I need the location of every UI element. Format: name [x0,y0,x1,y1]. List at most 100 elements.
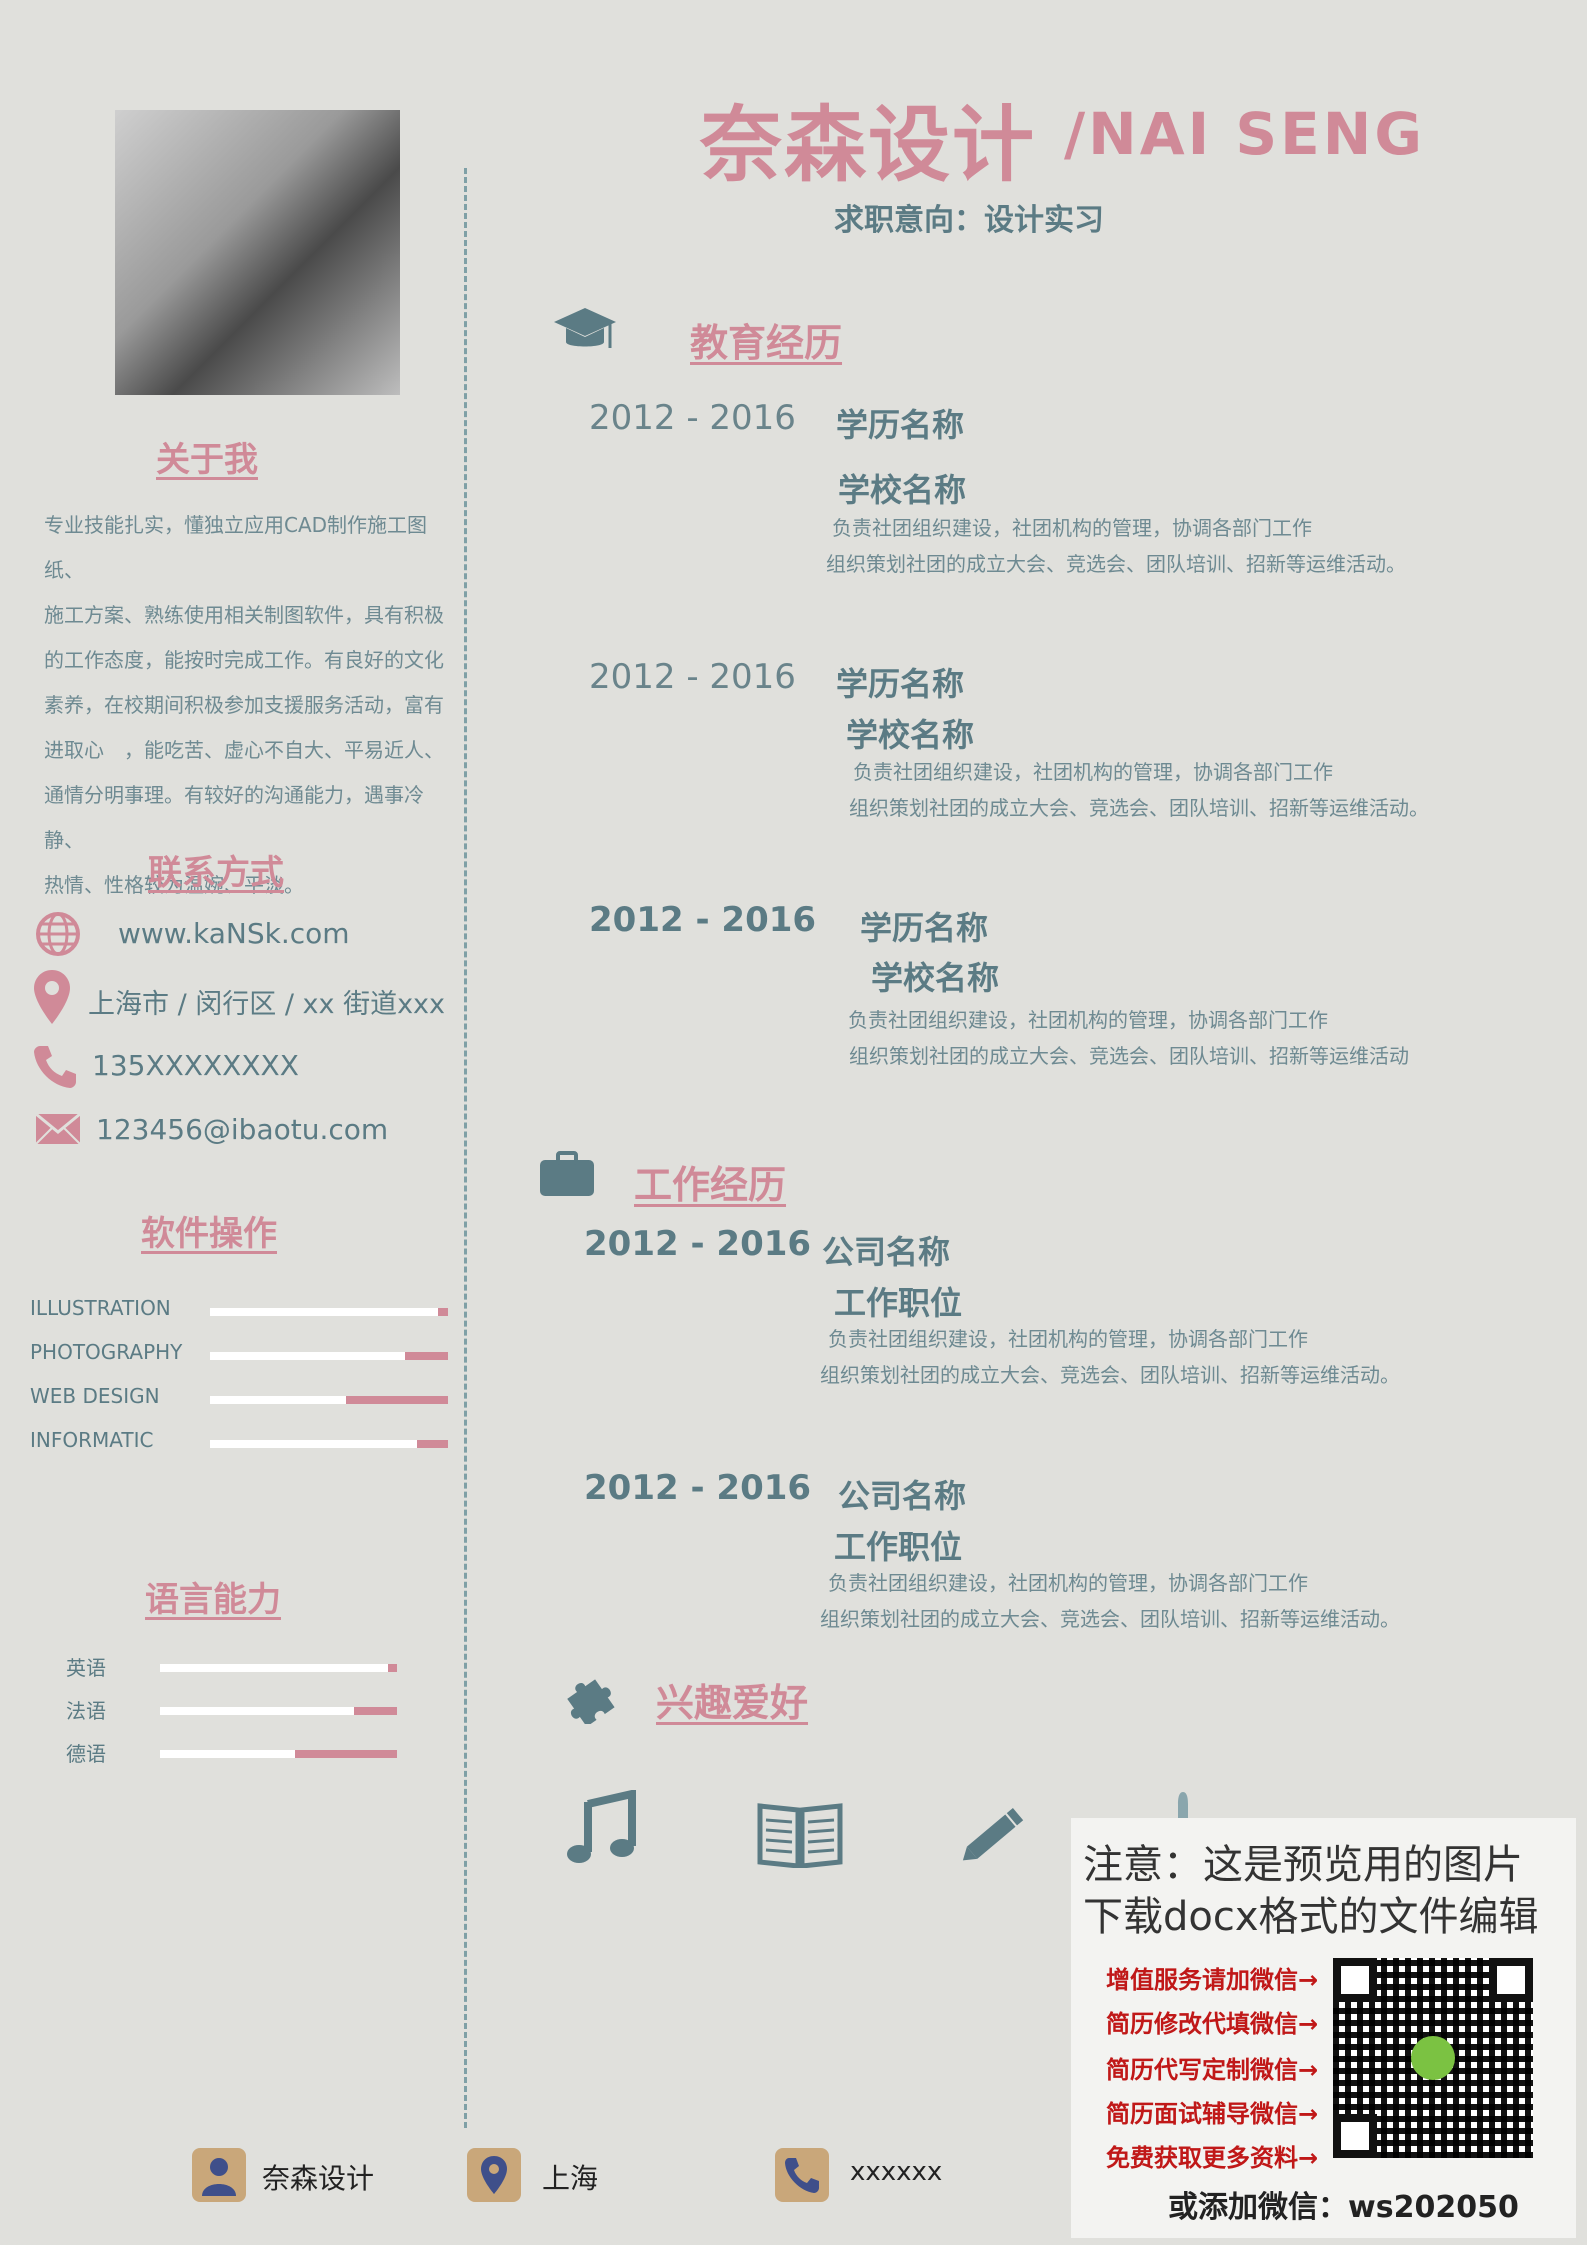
skill-bar-track [210,1440,448,1448]
skill-bar-track [160,1750,397,1758]
person-icon [192,2148,246,2202]
skill-bar-track [210,1352,448,1360]
about-line: 热情、性格较为温婉、平淡。 [44,873,304,897]
name-en: /NAI SENG [1064,100,1425,168]
about-line: 素养，在校期间积极参加支援服务活动，富有 [44,693,444,717]
work-desc-2: 组织策划社团的成立大会、竞选会、团队培训、招新等运维活动。 [820,1363,1400,1387]
skill-bar-fill [354,1707,397,1715]
puzzle-icon [562,1668,618,1724]
work-desc-2: 组织策划社团的成立大会、竞选会、团队培训、招新等运维活动。 [820,1607,1400,1631]
skill-bar-track [160,1707,397,1715]
work-company: 公司名称 [838,1477,967,1515]
skill-bar-fill [405,1352,448,1360]
edu-school: 学校名称 [871,959,1000,997]
work-position: 工作职位 [834,1528,963,1566]
work-desc-1: 负责社团组织建设，社团机构的管理，协调各部门工作 [828,1571,1308,1595]
service-line: 增值服务请加微信→ [1106,1966,1319,1994]
edu-degree: 学历名称 [860,909,989,947]
edu-school: 学校名称 [838,471,967,509]
about-line: 的工作态度，能按时完成工作。有良好的文化 [44,648,444,672]
work-desc-1: 负责社团组织建设，社团机构的管理，协调各部门工作 [828,1327,1308,1351]
phone-icon [32,1042,80,1090]
skill-label: PHOTOGRAPHY [30,1340,183,1364]
profile-photo [115,110,400,395]
work-title: 工作经历 [634,1163,787,1207]
footer-phone-icon [775,2148,829,2202]
work-company: 公司名称 [822,1233,951,1271]
work-position: 工作职位 [834,1284,963,1322]
qr-finder [1333,2114,1377,2158]
contact-email: 123456@ibaotu.com [96,1113,389,1146]
edu-degree: 学历名称 [836,406,965,444]
skill-bar-fill [438,1308,448,1316]
skill-bar-fill [417,1440,448,1448]
about-line: 施工方案、熟练使用相关制图软件，具有积极 [44,603,444,627]
skill-bar-fill [346,1396,448,1404]
work-years: 2012 - 2016 [584,1468,812,1508]
hobbies-title: 兴趣爱好 [656,1681,809,1725]
briefcase-icon [538,1150,596,1198]
graduation-cap-icon [552,304,618,360]
location-pin-icon [32,968,72,1026]
service-line: 简历面试辅导微信→ [1106,2100,1319,2128]
wechat-logo-icon [1411,2036,1455,2080]
contact-title: 联系方式 [148,853,284,893]
skill-label: WEB DESIGN [30,1384,160,1408]
preview-notice: 注意：这是预览用的图片 下载docx格式的文件编辑 增值服务请加微信→ 简历修改… [1071,1818,1576,2238]
name-cn: 奈森设计 [700,98,1037,193]
notice-line-1: 注意：这是预览用的图片 [1083,1842,1523,1888]
qr-code[interactable] [1333,1958,1533,2158]
skill-bar-track [210,1396,448,1404]
book-icon [756,1800,844,1868]
skill-label: 英语 [66,1656,106,1680]
service-line: 简历修改代填微信→ [1106,2010,1319,2038]
wechat-id: 或添加微信：ws202050 [1168,2190,1519,2225]
skill-label: 德语 [66,1742,106,1766]
about-line: 进取心 ，能吃苦、虚心不自大、平易近人、 [44,738,444,762]
skill-bar-fill [295,1750,397,1758]
edu-years: 2012 - 2016 [589,657,796,697]
edu-desc-2: 组织策划社团的成立大会、竞选会、团队培训、招新等运维活动 [849,1044,1409,1068]
service-line: 简历代写定制微信→ [1106,2056,1319,2084]
edu-desc-1: 负责社团组织建设，社团机构的管理，协调各部门工作 [848,1008,1328,1032]
footer-city: 上海 [542,2162,599,2195]
edu-desc-2: 组织策划社团的成立大会、竞选会、团队培训、招新等运维活动。 [849,796,1429,820]
edu-desc-2: 组织策划社团的成立大会、竞选会、团队培训、招新等运维活动。 [826,552,1406,576]
divider-dashed [464,168,467,2128]
about-text: 专业技能扎实，懂独立应用CAD制作施工图纸、 施工方案、熟练使用相关制图软件，具… [44,503,444,908]
music-icon [566,1790,638,1866]
footer-location-icon [467,2148,521,2202]
skill-label: INFORMATIC [30,1428,154,1452]
about-line: 专业技能扎实，懂独立应用CAD制作施工图纸、 [44,513,428,582]
service-line: 免费获取更多资料→ [1106,2144,1319,2172]
skill-bar-track [160,1664,397,1672]
work-years: 2012 - 2016 [584,1224,812,1264]
skill-bar-track [210,1308,448,1316]
education-title: 教育经历 [690,321,843,365]
footer-phone: xxxxxx [850,2157,943,2187]
contact-address: 上海市 / 闵行区 / xx 街道xxx [88,989,445,1020]
about-title: 关于我 [156,440,258,480]
mail-icon [34,1112,82,1146]
notice-line-2: 下载docx格式的文件编辑 [1083,1894,1539,1940]
language-title: 语言能力 [145,1580,281,1620]
skill-bar-fill [388,1664,397,1672]
edu-years: 2012 - 2016 [589,398,796,438]
edu-desc-1: 负责社团组织建设，社团机构的管理，协调各部门工作 [853,760,1333,784]
edu-desc-1: 负责社团组织建设，社团机构的管理，协调各部门工作 [832,516,1312,540]
qr-finder [1333,1958,1377,2002]
pencil-icon [954,1800,1030,1872]
skill-label: ILLUSTRATION [30,1296,171,1320]
edu-years: 2012 - 2016 [589,900,817,940]
skill-label: 法语 [66,1699,106,1723]
contact-phone: 135XXXXXXXX [92,1049,299,1082]
job-intent: 求职意向：设计实习 [834,203,1104,238]
about-line: 通情分明事理。有较好的沟通能力，遇事冷静、 [44,783,424,852]
edu-school: 学校名称 [846,716,975,754]
contact-website: www.kaNSk.com [118,917,350,950]
globe-icon [34,910,82,958]
qr-finder [1489,1958,1533,2002]
footer-name: 奈森设计 [262,2162,375,2195]
software-title: 软件操作 [141,1214,277,1254]
edu-degree: 学历名称 [836,665,965,703]
